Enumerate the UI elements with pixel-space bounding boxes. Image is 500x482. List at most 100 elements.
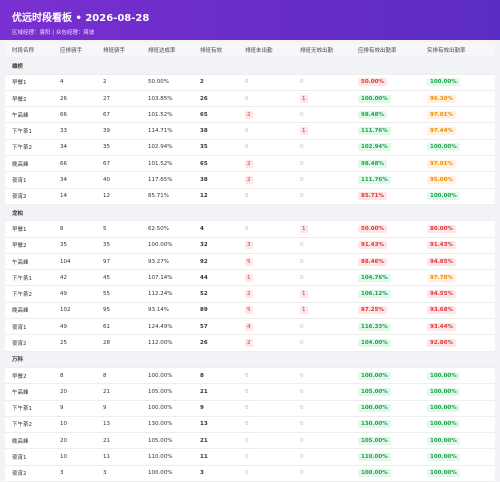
cell-value: 12	[200, 193, 208, 200]
cell: 11	[96, 448, 141, 466]
cell: 98.48%	[351, 106, 420, 124]
cell: 27	[96, 90, 141, 108]
cell: 14	[53, 188, 96, 205]
cell: 0	[293, 139, 351, 157]
cell: 20	[53, 432, 96, 450]
cell-value: 午高峰	[12, 112, 29, 119]
cell: 2	[238, 106, 293, 124]
cell-value: 52	[200, 291, 208, 298]
cell: 5	[96, 220, 141, 238]
rate-tag: 100.00%	[427, 78, 460, 87]
count-badge: 2	[245, 110, 253, 119]
cell: 0	[238, 448, 293, 466]
cell-value: 112.00%	[148, 339, 173, 346]
cell: 1	[293, 220, 351, 238]
count-badge: 0	[300, 437, 304, 444]
cell-value: 早餐2	[12, 373, 27, 380]
cell: 35	[193, 139, 238, 157]
cell: 夜宵2	[5, 188, 53, 205]
cell: 早餐1	[5, 74, 53, 91]
cell: 97.78%	[420, 269, 495, 287]
rate-tag: 93.44%	[427, 322, 456, 331]
count-badge: 0	[300, 470, 304, 477]
cell: 0	[293, 237, 351, 254]
cell: 57	[193, 318, 238, 336]
cell: 38	[193, 171, 238, 189]
cell-value: 62.50%	[148, 225, 169, 232]
cell: 67	[96, 106, 141, 124]
cell-value: 67	[103, 160, 110, 167]
count-badge: 2	[245, 338, 253, 347]
header: 优远时段看板 • 2026-08-28 区域经理：袁阳 | 众包经理：蒋波	[0, 0, 500, 40]
count-badge: 0	[300, 323, 304, 330]
rate-tag: 100.00%	[358, 371, 391, 380]
cell-value: 2	[200, 79, 204, 86]
rate-tag: 94.85%	[427, 257, 456, 266]
count-badge: 1	[300, 94, 308, 103]
cell: 下午茶1	[5, 269, 53, 287]
count-badge: 0	[245, 454, 249, 461]
group-name: 龙柏	[5, 204, 495, 222]
cell: 35	[96, 139, 141, 157]
cell: 100.00%	[141, 465, 193, 482]
cell: 下午茶2	[5, 416, 53, 434]
cell-value: 38	[200, 177, 208, 184]
cell-value: 49	[60, 323, 67, 330]
cell-value: 下午茶2	[12, 145, 32, 152]
cell: 13	[96, 416, 141, 434]
count-badge: 0	[245, 437, 249, 444]
cell: 67	[96, 155, 141, 173]
count-badge: 0	[300, 258, 304, 265]
rate-tag: 98.48%	[358, 159, 387, 168]
cell-value: 下午茶2	[12, 422, 32, 429]
cell: 93.14%	[141, 302, 193, 320]
count-badge: 2	[245, 176, 253, 185]
count-badge: 1	[300, 127, 308, 136]
data-row: 夜宵2 3 3 100.00% 3 0 0 100.00% 100.00%	[5, 465, 495, 482]
cell: 20	[53, 383, 96, 401]
cell: 100.00%	[420, 416, 495, 434]
count-badge: 0	[300, 79, 304, 86]
rate-tag: 100.00%	[427, 143, 460, 152]
table: 时段名称 应排骑手 排班骑手 排班达成率 排班有效 排班未出勤 排班无效出勤 应排有效出勤率实…	[5, 42, 495, 482]
cell-value: 26	[60, 95, 67, 102]
column-header: 应排有效出勤率	[351, 42, 420, 59]
cell: 94.85%	[420, 253, 495, 271]
cell: 午高峰	[5, 383, 53, 401]
cell: 88.46%	[351, 253, 420, 271]
cell-value: 20	[60, 388, 67, 395]
cell-value: 100.00%	[148, 242, 173, 249]
cell: 8	[53, 220, 96, 238]
rate-tag: 97.44%	[427, 127, 456, 136]
cell: 0	[293, 188, 351, 205]
cell: 下午茶1	[5, 122, 53, 140]
cell: 早餐2	[5, 90, 53, 108]
cell: 3	[193, 465, 238, 482]
rate-tag: 104.76%	[358, 273, 391, 282]
cell: 夜宵1	[5, 448, 53, 466]
cell-value: 93.14%	[148, 307, 169, 314]
cell-value: 101.52%	[148, 111, 173, 118]
cell: 0	[238, 90, 293, 108]
count-badge: 0	[300, 339, 304, 346]
cell: 2	[238, 334, 293, 352]
cell: 105.00%	[351, 383, 420, 401]
rate-tag: 97.01%	[427, 159, 456, 168]
cell: 0	[238, 139, 293, 157]
cell-value: 93.27%	[148, 258, 169, 265]
cell: 2	[238, 285, 293, 303]
cell-value: 28	[103, 339, 110, 346]
cell: 55	[96, 285, 141, 303]
cell: 44	[193, 269, 238, 287]
cell: 0	[238, 400, 293, 417]
cell: 8	[96, 367, 141, 385]
cell-value: 下午茶2	[12, 292, 32, 299]
cell: 0	[238, 465, 293, 482]
cell: 32	[193, 237, 238, 254]
count-badge: 1	[300, 224, 308, 233]
cell-value: 21	[200, 437, 208, 444]
title: 优远时段看板 • 2026-08-28	[12, 13, 150, 24]
table-card: 时段名称 应排骑手 排班骑手 排班达成率 排班有效 排班未出勤 排班无效出勤 应排有效出勤率实…	[5, 42, 495, 482]
column-header: 排班达成率	[141, 42, 193, 59]
count-badge: 4	[245, 322, 253, 331]
